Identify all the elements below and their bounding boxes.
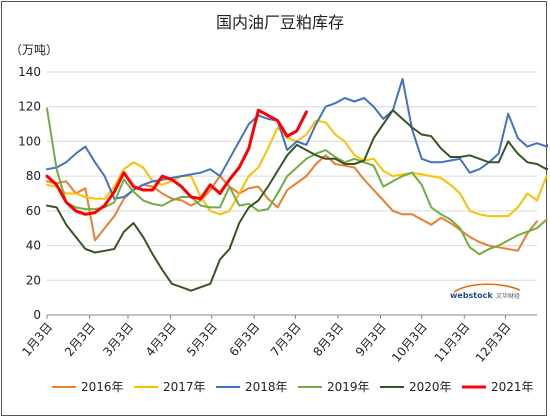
x-tick-label: 1月3日 — [19, 320, 55, 359]
logo-swoosh — [453, 283, 521, 293]
x-tick-label: 7月3日 — [268, 320, 304, 359]
y-tick-label: 20 — [26, 273, 41, 287]
y-tick-labels: 0 20 40 60 80 100 120 140 — [18, 65, 41, 322]
y-tick-label: 120 — [18, 100, 41, 114]
legend-label: 2021年 — [491, 380, 534, 394]
logo-tagline: 文华财经 — [496, 292, 520, 300]
x-tick-label: 2月3日 — [62, 320, 98, 359]
x-tick-label: 11月3日 — [432, 320, 473, 365]
series-line — [46, 77, 548, 200]
legend-label: 2018年 — [245, 380, 288, 394]
y-tick-label: 60 — [26, 204, 41, 218]
x-tick-label: 9月3日 — [353, 320, 389, 359]
legend-label: 2017年 — [163, 380, 206, 394]
chart-title: 国内油厂豆粕库存 — [216, 13, 344, 32]
x-tick-label: 10月3日 — [389, 320, 430, 365]
axes — [46, 314, 537, 319]
y-tick-label: 100 — [18, 134, 41, 148]
legend-label: 2020年 — [409, 380, 452, 394]
y-tick-label: 0 — [33, 308, 41, 322]
x-tick-label: 6月3日 — [227, 320, 263, 359]
x-tick-label: 5月3日 — [184, 320, 220, 359]
legend: 2016年 2017年 2018年 2019年 2020年 2021年 — [52, 380, 534, 394]
grid-lines — [47, 71, 537, 316]
x-tick-label: 12月3日 — [473, 320, 514, 365]
legend-label: 2019年 — [327, 380, 370, 394]
legend-label: 2016年 — [81, 380, 124, 394]
y-tick-label: 80 — [26, 169, 41, 183]
x-tick-label: 4月3日 — [143, 320, 179, 359]
x-tick-label: 3月3日 — [100, 320, 136, 359]
x-tick-labels: 1月3日 2月3日 3月3日 4月3日 5月3日 6月3日 7月3日 8月3日 9月3日 10月3… — [19, 320, 513, 365]
y-tick-label: 40 — [26, 239, 41, 253]
x-tick-label: 8月3日 — [310, 320, 346, 359]
y-tick-label: 140 — [18, 65, 41, 79]
series-line — [45, 108, 308, 216]
series-lines — [45, 77, 548, 292]
watermark-logo: webstock 文华财经 — [450, 283, 521, 300]
series-line — [46, 107, 548, 256]
logo-brand: webstock — [450, 291, 493, 300]
y-axis-unit-label: （万吨） — [10, 43, 58, 57]
series-line — [46, 109, 548, 292]
